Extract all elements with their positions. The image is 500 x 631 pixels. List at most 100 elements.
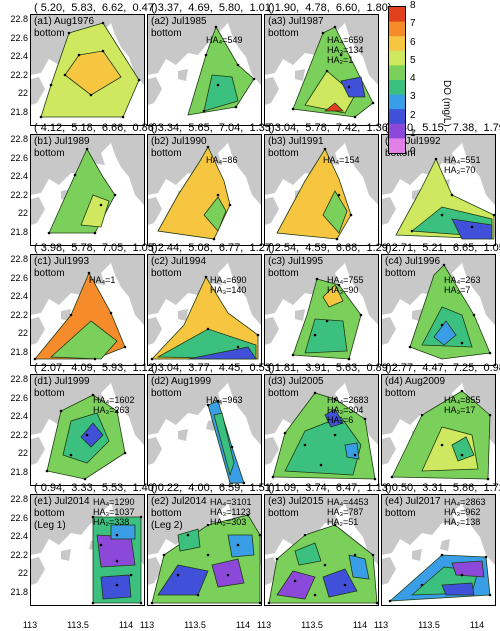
y-tick-label: 22.4 (10, 51, 28, 61)
panel-label: (b2) Jul1990 bottom (151, 136, 207, 160)
x-tick-label: 113 (139, 620, 155, 630)
hypoxia-area: HA₄=263 (444, 275, 481, 285)
panel-title: (a3) Jul1987 (268, 16, 324, 27)
station-dot (93, 231, 97, 235)
panel-layer: bottom (151, 388, 182, 399)
map-panel-a2: (a2) Jul1985 bottom HA₄=549 (147, 14, 262, 126)
y-tick-label: 22.6 (10, 272, 28, 283)
panel-stats: ( 3.34, 5.65, 7.04, 1.35) (151, 122, 275, 134)
y-tick-label: 22.2 (10, 429, 28, 440)
station-dot (343, 583, 347, 587)
map-canvas (148, 135, 261, 241)
y-tick-label: 22 (17, 568, 28, 578)
land-mass (412, 549, 422, 561)
station-dot (73, 173, 77, 177)
station-dot (420, 413, 424, 417)
do-field (340, 76, 366, 98)
land-mass (31, 197, 45, 225)
colorbar-segment (389, 109, 405, 125)
hypoxia-area: HA₃=962 (444, 507, 481, 517)
map-canvas (265, 135, 378, 241)
panel-label: (a1) Aug1976 bottom (34, 16, 94, 40)
map-panel-e2: (e2) Jul2014 bottom (Leg 2) HA₄=3101 HA₃=11… (147, 494, 262, 606)
hypoxia-area-list: HA₄=4453 HA₃=787 HA₂=51 (327, 497, 368, 527)
hypoxia-area: HA₄=154 (323, 155, 360, 165)
colorbar-segment (389, 21, 405, 37)
hypoxia-area-list: HA₄=1602 HA₃=263 (93, 395, 134, 415)
station-dot (123, 345, 127, 349)
do-field (276, 570, 316, 600)
map-canvas (31, 375, 144, 481)
panel-stats: ( 3.37, 4.69, 5.80, 1.01) (151, 2, 275, 14)
station-dot (67, 31, 71, 35)
panel-stats: ( 2.07, 4.09, 5.93, 1.12) (34, 362, 158, 374)
hypoxia-area: HA₄=1290 (93, 497, 135, 507)
station-dot (246, 513, 250, 517)
land-mass (148, 15, 228, 75)
station-dot (206, 145, 210, 149)
land-mass (382, 557, 396, 585)
station-dot (204, 53, 208, 57)
hypoxia-area: HA₃=1037 (93, 507, 135, 517)
do-field (451, 560, 485, 578)
hypoxia-area: HA₄=549 (206, 35, 243, 45)
colorbar-segment (389, 138, 405, 154)
map-canvas (31, 135, 144, 235)
colorbar-label: DO (mg/L) (441, 80, 452, 127)
do-field (441, 582, 475, 596)
colorbar-tick: 7 (410, 18, 416, 30)
panel-layer: bottom (151, 148, 182, 159)
land-mass (265, 77, 279, 105)
station-dot (123, 451, 127, 455)
y-tick-label: 22.8 (10, 374, 28, 384)
station-dot (472, 313, 476, 317)
colorbar-segment (389, 94, 405, 110)
station-dot (440, 213, 444, 217)
hypoxia-area: HA₃=7 (444, 285, 471, 295)
do-field (322, 190, 348, 234)
panel-label: (e1) Jul2014 bottom (Leg 1) (34, 496, 90, 532)
hypoxia-area-list: HA₄=1290 HA₃=1037 HA₂=338 (93, 497, 134, 527)
station-dot (204, 275, 208, 279)
y-tick-label: 21.8 (10, 346, 28, 357)
land-mass (148, 77, 162, 105)
y-tick-label: 22.2 (10, 309, 28, 320)
hypoxia-area-list: HA₄=755 HA₃=90 (327, 275, 363, 295)
panel-title: (d1) Jul1999 (34, 376, 90, 387)
panel-label: (b3) Jul1991 bottom (268, 136, 324, 160)
station-dot (349, 213, 353, 217)
station-dot (434, 157, 438, 161)
land-mass (31, 437, 45, 465)
station-dot (206, 523, 210, 527)
do-field (203, 196, 227, 232)
station-dot (176, 573, 180, 577)
hypoxia-area: HA₄=690 (210, 275, 247, 285)
panel-title: (c4) Jul1996 (385, 256, 441, 267)
y-tick-label: 22 (17, 448, 28, 458)
panel-label: (d4) Aug2009 bottom (385, 376, 445, 400)
map-canvas (265, 495, 378, 605)
station-dot (256, 333, 260, 337)
station-dot (442, 263, 446, 267)
station-dot (408, 345, 412, 349)
station-dot (91, 601, 95, 605)
land-mass (107, 255, 144, 325)
hypoxia-area: HA₃=263 (93, 405, 130, 415)
land-mass (265, 317, 279, 345)
station-dot (337, 193, 341, 197)
station-dot (283, 431, 287, 435)
x-tick-label: 113.5 (418, 620, 440, 630)
map-canvas (148, 15, 261, 116)
station-dot (325, 319, 329, 323)
station-dot (337, 283, 341, 287)
map-panel-a3: (a3) Jul1987 bottom HA₄=659 HA₃=134 HA₂=1 (264, 14, 379, 126)
land-mass (341, 135, 378, 205)
map-panel-a1: (a1) Aug1976 bottom (30, 14, 145, 126)
do-field (213, 412, 235, 477)
station-dot (484, 555, 488, 559)
hypoxia-area-list: HA₄=855 HA₃=17 (444, 395, 480, 415)
do-field (294, 542, 322, 566)
land-mass (382, 495, 462, 555)
y-tick-label: 22.8 (10, 134, 28, 144)
panel-label: (c2) Jul1994 bottom (151, 256, 206, 280)
